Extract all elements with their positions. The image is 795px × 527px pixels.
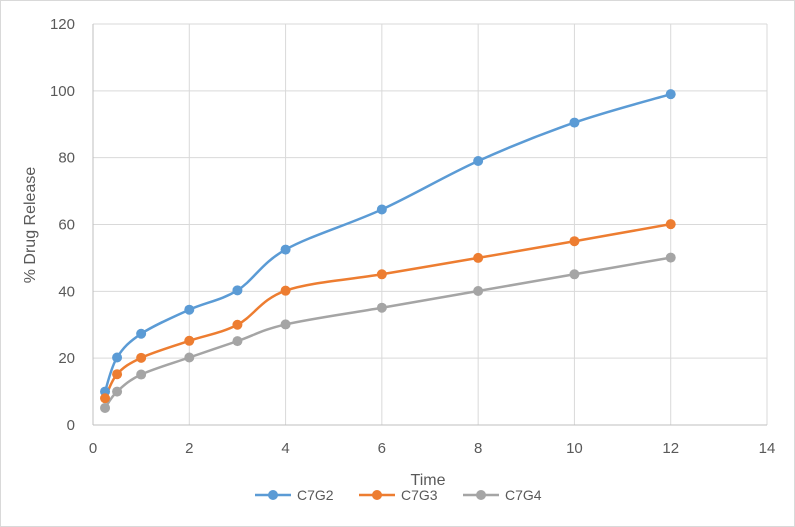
data-point-c7g2 (136, 328, 147, 339)
legend-marker-c7g4 (476, 490, 486, 500)
x-tick-label: 2 (185, 440, 193, 457)
data-point-c7g4 (473, 285, 484, 296)
axes (92, 24, 767, 426)
data-point-c7g3 (184, 335, 195, 346)
legend: C7G2 C7G3 C7G4 (255, 487, 542, 503)
data-point-c7g4 (665, 252, 676, 263)
y-tick-label: 0 (67, 417, 75, 434)
legend-label-c7g2: C7G2 (297, 487, 334, 503)
y-tick-label: 60 (58, 217, 75, 234)
data-point-c7g2 (280, 244, 291, 255)
x-tick-label: 6 (378, 440, 386, 457)
legend-label-c7g3: C7G3 (401, 487, 438, 503)
data-point-c7g4 (112, 386, 123, 397)
data-point-c7g4 (136, 369, 147, 380)
tick-labels: 0 20 40 60 80 100 120 0 2 4 6 8 10 12 14 (50, 16, 775, 457)
data-point-c7g3 (232, 319, 243, 330)
legend-marker-c7g2 (268, 490, 278, 500)
legend-label-c7g4: C7G4 (505, 487, 542, 503)
data-point-c7g4 (184, 352, 195, 363)
data-point-c7g4 (376, 302, 387, 313)
x-axis-title: Time (411, 472, 446, 489)
data-point-c7g3 (280, 285, 291, 296)
y-tick-label: 40 (58, 283, 75, 300)
data-point-c7g2 (376, 204, 387, 215)
data-point-c7g3 (473, 252, 484, 263)
series-line-c7g2 (103, 92, 672, 392)
data-point-c7g4 (100, 402, 111, 413)
data-point-c7g3 (100, 393, 111, 404)
x-tick-label: 10 (566, 440, 583, 457)
data-point-c7g2 (232, 285, 243, 296)
data-point-c7g2 (184, 304, 195, 315)
legend-marker-c7g3 (372, 490, 382, 500)
y-tick-label: 120 (50, 16, 75, 33)
y-tick-label: 100 (50, 83, 75, 100)
data-point-c7g4 (280, 319, 291, 330)
x-tick-label: 12 (662, 440, 679, 457)
data-point-c7g3 (112, 369, 123, 380)
x-tick-label: 8 (474, 440, 482, 457)
data-point-c7g3 (665, 219, 676, 230)
data-point-c7g4 (569, 269, 580, 280)
data-point-c7g2 (569, 117, 580, 128)
y-tick-label: 80 (58, 150, 75, 167)
data-point-c7g2 (473, 156, 484, 167)
series-markers (100, 89, 676, 413)
data-point-c7g4 (232, 336, 243, 347)
x-tick-label: 0 (89, 440, 97, 457)
data-point-c7g2 (665, 89, 676, 100)
x-tick-label: 4 (281, 440, 289, 457)
data-point-c7g3 (136, 352, 147, 363)
x-tick-label: 14 (759, 440, 776, 457)
data-point-c7g3 (569, 236, 580, 247)
y-tick-label: 20 (58, 350, 75, 367)
y-axis-title: % Drug Release (22, 167, 39, 284)
data-point-c7g2 (112, 352, 123, 363)
data-point-c7g3 (376, 269, 387, 280)
series-line-c7g4 (104, 256, 671, 409)
